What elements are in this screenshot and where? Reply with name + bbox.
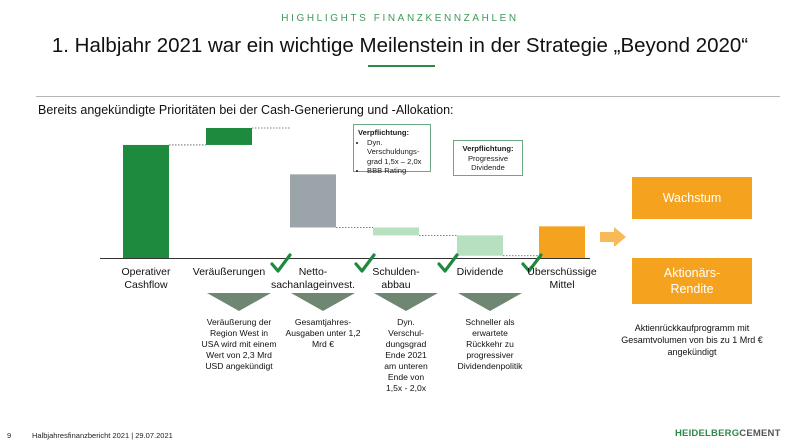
down-triangle-icon bbox=[207, 293, 271, 311]
category-description: Dyn. Verschul-dungsgrad Ende 2021 am unt… bbox=[384, 317, 428, 393]
dividend-callout-body: Progressive Dividende bbox=[467, 153, 509, 173]
waterfall-bar bbox=[206, 128, 252, 145]
category-label-line: abbau bbox=[381, 279, 411, 291]
check-icon bbox=[521, 253, 543, 273]
logo-part-1: HEIDELBERG bbox=[675, 428, 740, 439]
down-triangle-icon bbox=[458, 293, 522, 311]
waterfall-bar bbox=[290, 174, 336, 228]
check-icon bbox=[437, 253, 459, 273]
category-label-line: Mittel bbox=[549, 279, 575, 291]
debt-callout-list: Dyn. Verschuldungs-grad 1,5x – 2,0x BBB … bbox=[358, 138, 426, 176]
waterfall-bar bbox=[373, 227, 419, 236]
section-kicker: HIGHLIGHTS FINANZKENNZAHLEN bbox=[281, 13, 519, 24]
title-underline bbox=[368, 65, 435, 67]
category-label: Operativer Cashflow bbox=[98, 266, 194, 292]
buyback-note: Aktienrückkaufprogramm mit Gesamtvolumen… bbox=[621, 323, 763, 357]
dividend-commitment-callout: Verpflichtung: Progressive Dividende bbox=[453, 140, 523, 176]
dividend-callout-heading: Verpflichtung: bbox=[462, 144, 514, 153]
waterfall-bar bbox=[457, 235, 503, 256]
growth-box: Wachstum bbox=[632, 177, 752, 219]
down-triangle-icon bbox=[374, 293, 438, 311]
category-label-line: sachanlageinvest. bbox=[270, 279, 356, 291]
company-logo: HEIDELBERGCEMENT bbox=[675, 428, 781, 439]
allocation-arrow-icon bbox=[600, 227, 626, 247]
category-label: Veräußerungen bbox=[181, 266, 277, 279]
page-title: 1. Halbjahr 2021 war ein wichtige Meilen… bbox=[51, 34, 749, 57]
category-label: Überschüssige Mittel bbox=[514, 266, 610, 292]
shareholder-return-box: Aktionärs-Rendite bbox=[632, 258, 752, 304]
footer-source: Halbjahresfinanzbericht 2021 | 29.07.202… bbox=[32, 431, 173, 440]
debt-callout-heading: Verpflichtung: bbox=[358, 128, 410, 137]
debt-callout-item: Dyn. Verschuldungs-grad 1,5x – 2,0x bbox=[367, 138, 426, 167]
category-label: Netto-sachanlageinvest. bbox=[265, 266, 361, 292]
category-label-line: Dividende bbox=[456, 266, 504, 278]
waterfall-bar bbox=[539, 226, 585, 258]
category-label-line: Überschüssige bbox=[527, 266, 597, 278]
logo-part-2: CEMENT bbox=[739, 428, 781, 439]
check-icon bbox=[354, 253, 376, 273]
chart-subtitle: Bereits angekündigte Prioritäten bei der… bbox=[38, 103, 454, 117]
shareholder-return-label: Aktionärs-Rendite bbox=[663, 266, 721, 296]
debt-callout-item: BBB Rating bbox=[367, 166, 426, 176]
check-icon bbox=[270, 253, 292, 273]
category-description: Schneller als erwartete Rückkehr zu prog… bbox=[457, 317, 523, 371]
debt-commitment-callout: Verpflichtung: Dyn. Verschuldungs-grad 1… bbox=[353, 124, 431, 175]
page-number: 9 bbox=[7, 431, 12, 440]
down-triangle-icon bbox=[291, 293, 355, 311]
growth-label: Wachstum bbox=[662, 191, 722, 205]
waterfall-bar bbox=[123, 144, 169, 258]
category-label: Dividende bbox=[432, 266, 528, 279]
category-label-line: Operativer bbox=[121, 266, 171, 278]
category-label-line: Veräußerungen bbox=[192, 266, 266, 278]
category-description: Veräußerung der Region West in USA wird … bbox=[201, 317, 277, 371]
category-label-line: Cashflow bbox=[124, 279, 168, 291]
header-divider bbox=[36, 96, 780, 97]
category-description: Gesamtjahres-Ausgaben unter 1,2 Mrd € bbox=[285, 317, 361, 349]
category-label-line: Netto- bbox=[298, 266, 328, 278]
category-label: Schulden-abbau bbox=[348, 266, 444, 292]
category-label-line: Schulden- bbox=[372, 266, 420, 278]
